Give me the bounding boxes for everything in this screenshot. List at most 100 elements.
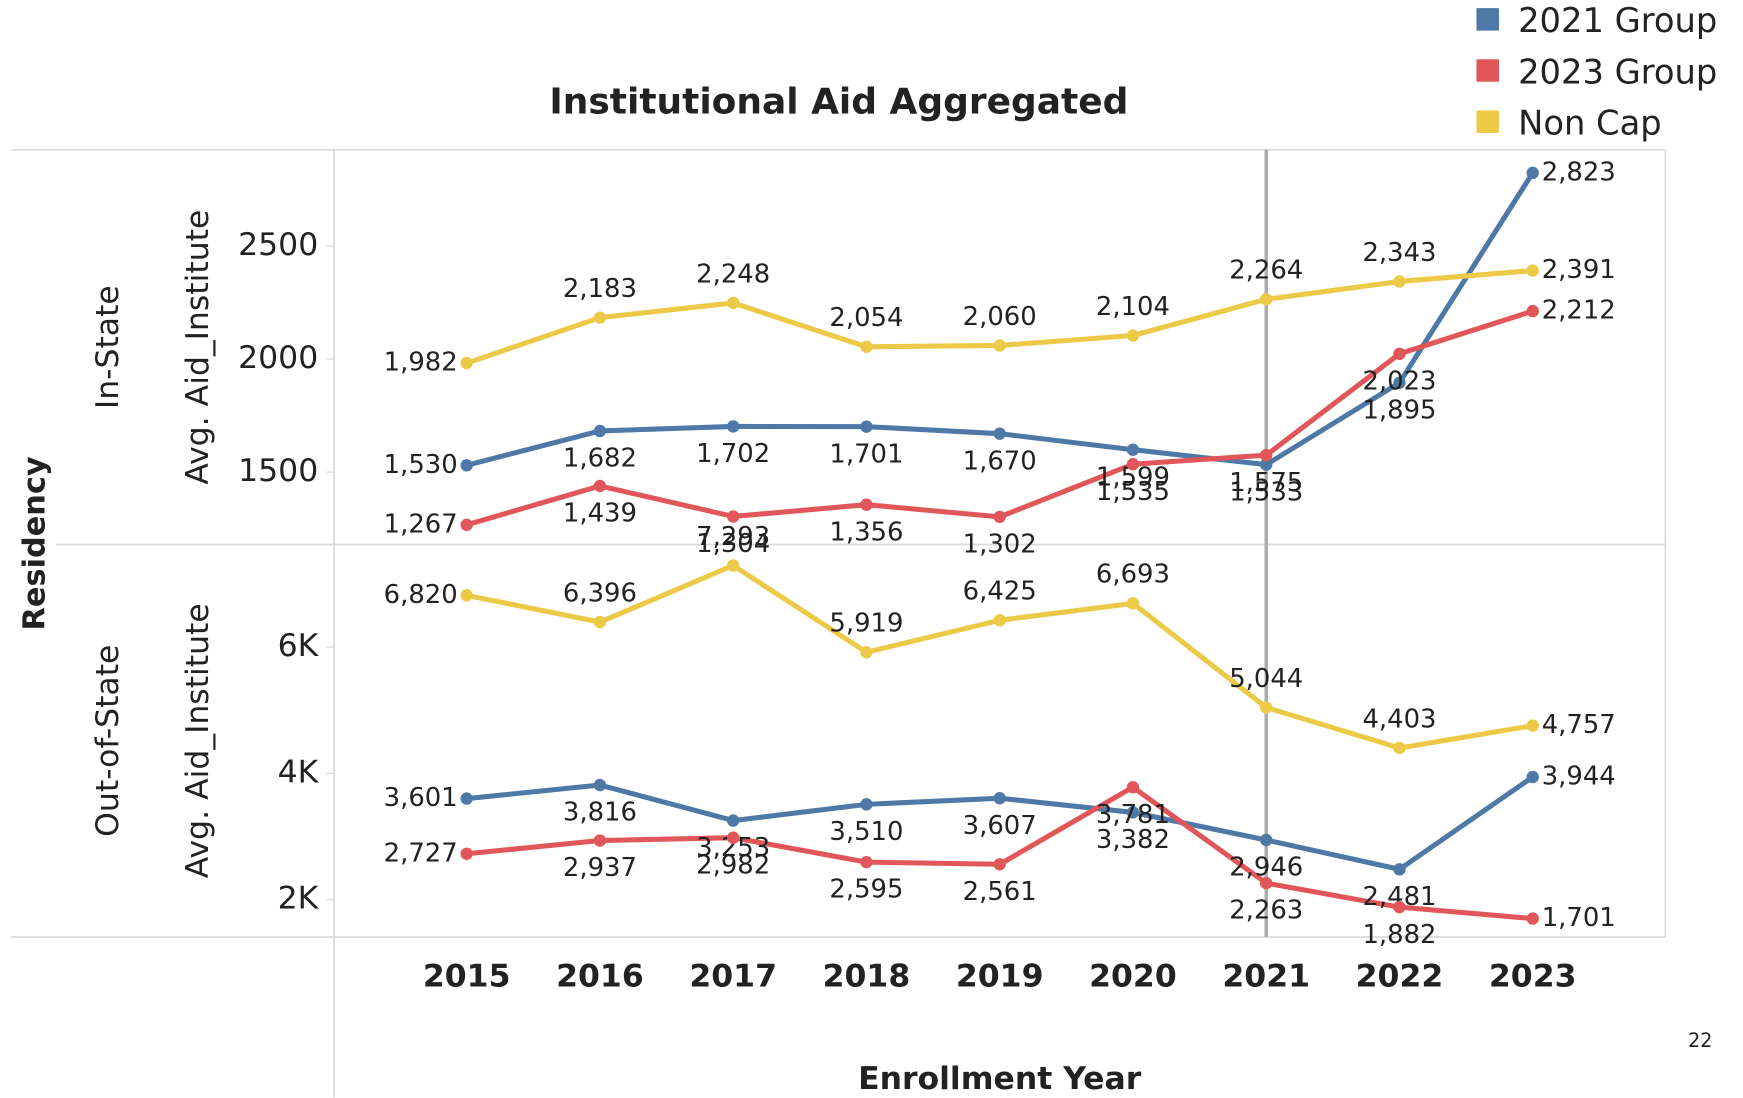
data-label: 1,533 — [1229, 477, 1303, 507]
point — [1126, 781, 1140, 794]
data-label: 6,693 — [1096, 560, 1170, 590]
point — [593, 615, 607, 629]
point — [1526, 166, 1539, 180]
data-label: 3,607 — [963, 811, 1037, 841]
point — [1260, 833, 1273, 847]
point — [726, 814, 740, 827]
data-label: 6,820 — [384, 580, 458, 610]
data-label: 3,601 — [384, 783, 458, 813]
data-label: 3,944 — [1542, 761, 1616, 791]
point — [460, 792, 473, 805]
data-label: 2,054 — [829, 303, 903, 333]
chart-title: Institutional Aid Aggregated — [549, 82, 1128, 123]
y-tick-label: 2500 — [238, 227, 318, 263]
x-tick-label: 2018 — [823, 958, 911, 994]
point — [593, 424, 607, 438]
page-number: 22 — [1688, 1029, 1712, 1052]
data-label: 1,267 — [384, 509, 458, 539]
data-label: 2,391 — [1542, 255, 1616, 285]
point — [726, 420, 740, 433]
facet-axis-label: Residency — [17, 456, 52, 630]
data-label: 4,757 — [1542, 710, 1616, 740]
point — [726, 559, 740, 572]
point — [1126, 443, 1140, 456]
data-label: 1,701 — [829, 439, 903, 469]
data-label: 5,919 — [829, 609, 903, 639]
point — [1260, 293, 1273, 306]
point — [1526, 912, 1539, 925]
facet-label: In-State — [90, 285, 126, 409]
data-label: 3,510 — [829, 817, 903, 847]
data-label: 1,575 — [1229, 468, 1303, 498]
point — [726, 831, 740, 844]
point — [1126, 458, 1140, 471]
point — [460, 518, 473, 532]
data-label: 2,248 — [696, 259, 770, 289]
x-tick-label: 2015 — [423, 958, 511, 994]
legend-label: Non Cap — [1518, 104, 1662, 143]
data-label: 1,356 — [829, 517, 903, 547]
facet-label: Out-of-State — [90, 645, 126, 837]
data-label: 3,382 — [1096, 825, 1170, 855]
data-label: 2,264 — [1229, 256, 1303, 286]
legend-swatch — [1476, 110, 1499, 133]
x-tick-label: 2021 — [1222, 958, 1310, 994]
x-tick-label: 2022 — [1356, 958, 1444, 994]
data-label: 2,937 — [563, 853, 637, 883]
point — [460, 459, 473, 472]
data-label: 6,396 — [563, 578, 637, 608]
point — [1526, 719, 1539, 732]
data-label: 2,263 — [1229, 896, 1303, 926]
x-tick-label: 2016 — [556, 958, 644, 994]
point — [1126, 806, 1140, 819]
legend-label: 2023 Group — [1518, 52, 1717, 91]
data-label: 4,403 — [1362, 704, 1436, 734]
data-label: 6,425 — [963, 577, 1037, 607]
point — [993, 427, 1006, 440]
data-label: 2,727 — [384, 838, 458, 868]
point — [593, 311, 607, 324]
legend-swatch — [1476, 59, 1499, 82]
data-label: 2,183 — [563, 274, 637, 304]
legend-swatch — [1476, 8, 1499, 31]
data-label: 2,595 — [829, 875, 903, 905]
data-label: 2,343 — [1362, 238, 1436, 268]
point — [593, 778, 607, 792]
point — [1393, 741, 1406, 755]
point — [993, 858, 1006, 871]
data-label: 2,060 — [963, 302, 1037, 332]
point — [993, 614, 1006, 627]
point — [1393, 863, 1406, 876]
y-tick-label: 2K — [278, 881, 320, 917]
point — [1526, 264, 1539, 277]
x-axis-label: Enrollment Year — [858, 1061, 1142, 1097]
data-label: 2,823 — [1542, 157, 1616, 187]
point — [1126, 597, 1140, 610]
point — [1526, 304, 1539, 318]
point — [1393, 275, 1406, 288]
data-label: 1,702 — [696, 439, 770, 469]
x-tick-label: 2023 — [1489, 958, 1577, 994]
data-label: 1,882 — [1362, 920, 1436, 950]
point — [860, 855, 873, 869]
point — [1393, 900, 1406, 914]
point — [726, 510, 740, 523]
data-label: 1,982 — [384, 348, 458, 378]
point — [993, 510, 1006, 524]
data-label: 2,212 — [1542, 296, 1616, 326]
point — [593, 479, 607, 493]
data-label: 1,701 — [1542, 903, 1616, 933]
data-label: 3,781 — [1096, 800, 1170, 830]
data-label: 2,023 — [1362, 366, 1436, 396]
y-tick-label: 2000 — [238, 340, 318, 376]
x-tick-label: 2020 — [1089, 958, 1177, 994]
x-tick-label: 2019 — [956, 958, 1044, 994]
point — [860, 420, 873, 433]
data-label: 1,895 — [1362, 395, 1436, 425]
y-axis-label: Avg. Aid_Institute — [180, 603, 216, 878]
data-label: 2,982 — [696, 850, 770, 880]
point — [860, 340, 873, 353]
point — [460, 356, 473, 370]
data-label: 1,535 — [1096, 477, 1170, 507]
